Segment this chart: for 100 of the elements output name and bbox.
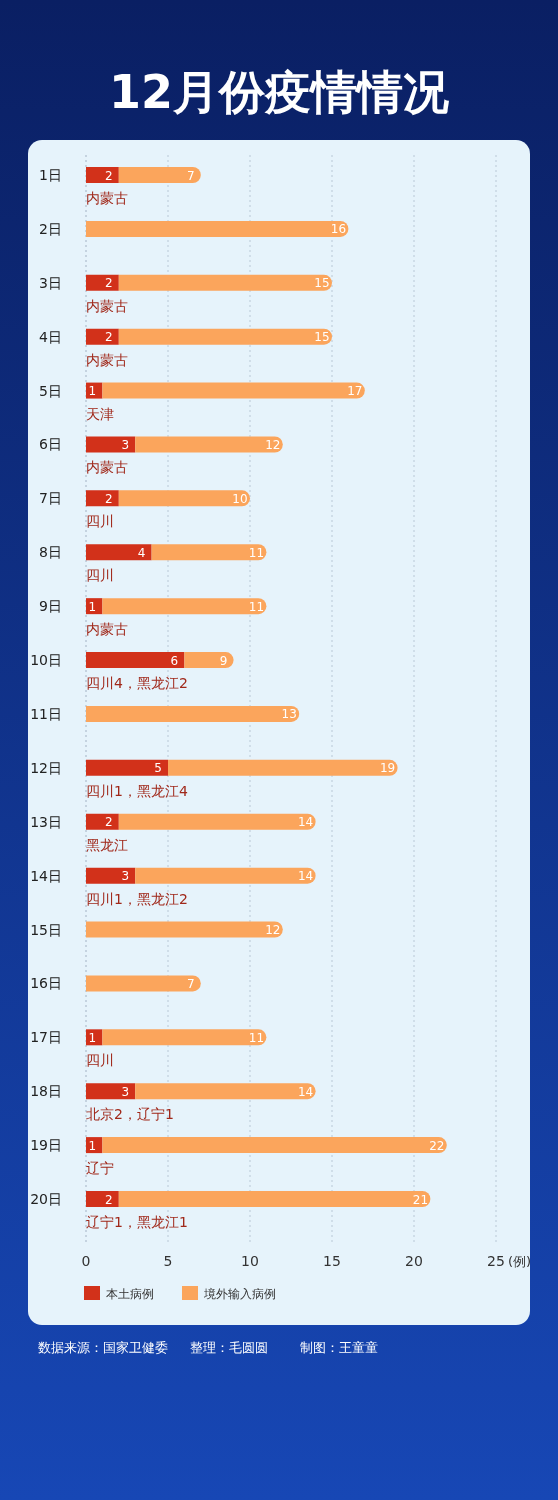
data-label: 3 bbox=[121, 1084, 130, 1099]
total-label: 16 bbox=[330, 222, 347, 237]
total-label: 12 bbox=[265, 923, 281, 938]
source-note: 数据来源：国家卫健委 bbox=[38, 1340, 168, 1355]
bar bbox=[135, 436, 283, 453]
bar bbox=[102, 598, 267, 615]
x-tick-label: 25 bbox=[487, 1253, 505, 1269]
annotation: 辽宁 bbox=[86, 1160, 114, 1177]
total-label: 15 bbox=[314, 276, 330, 291]
y-tick-label: 2日 bbox=[39, 220, 62, 237]
total-label: 7 bbox=[186, 168, 195, 183]
chart-title: 12月份疫情情况 bbox=[108, 65, 450, 119]
bar bbox=[102, 1029, 267, 1046]
annotation: 四川1，黑龙江2 bbox=[86, 890, 188, 907]
bar bbox=[135, 1083, 316, 1100]
y-tick-label: 16日 bbox=[30, 975, 62, 992]
total-label: 14 bbox=[297, 869, 314, 884]
annotation: 四川 bbox=[86, 567, 114, 584]
bar bbox=[86, 975, 201, 992]
y-tick-label: 15日 bbox=[30, 921, 62, 938]
legend-label: 本土病例 bbox=[106, 1287, 154, 1301]
bar bbox=[86, 705, 300, 722]
data-label: 6 bbox=[170, 653, 179, 668]
bar bbox=[86, 1083, 136, 1100]
y-tick-label: 7日 bbox=[39, 490, 62, 507]
total-label: 7 bbox=[186, 976, 195, 991]
total-label: 10 bbox=[232, 491, 248, 506]
bar bbox=[135, 867, 316, 884]
bar bbox=[86, 328, 119, 345]
bar bbox=[118, 490, 250, 507]
bar bbox=[184, 652, 234, 669]
bar bbox=[86, 867, 136, 884]
bar bbox=[86, 436, 136, 453]
y-tick-label: 13日 bbox=[30, 813, 62, 830]
data-label: 1 bbox=[88, 384, 97, 399]
text: 整理：毛圆圆 bbox=[190, 1340, 268, 1355]
y-tick-label: 10日 bbox=[30, 652, 62, 669]
data-label: 3 bbox=[121, 437, 130, 452]
y-tick-label: 14日 bbox=[30, 867, 62, 884]
data-label: 1 bbox=[88, 1030, 97, 1045]
annotation: 内蒙古 bbox=[86, 621, 128, 638]
y-tick-label: 17日 bbox=[30, 1029, 62, 1046]
total-label: 22 bbox=[429, 1138, 445, 1153]
y-tick-label: 20日 bbox=[30, 1191, 62, 1207]
total-label: 12 bbox=[265, 437, 281, 452]
y-tick-label: 19日 bbox=[30, 1137, 62, 1154]
bar bbox=[86, 759, 168, 776]
x-tick-label: 0 bbox=[81, 1253, 91, 1269]
y-tick-label: 1日 bbox=[39, 167, 62, 183]
bar bbox=[86, 544, 152, 561]
bar bbox=[86, 274, 119, 291]
total-label: 11 bbox=[248, 1030, 265, 1045]
total-label: 11 bbox=[248, 599, 265, 614]
bar bbox=[118, 328, 332, 345]
y-tick-label: 3日 bbox=[39, 274, 62, 291]
total-label: 13 bbox=[281, 707, 297, 722]
total-label: 11 bbox=[248, 545, 265, 560]
data-label: 4 bbox=[137, 545, 146, 560]
bar bbox=[168, 759, 398, 776]
x-tick-label: 20 bbox=[405, 1253, 423, 1269]
x-tick-label: 10 bbox=[241, 1253, 259, 1269]
y-tick-label: 12日 bbox=[30, 759, 62, 776]
x-tick-label: 5 bbox=[163, 1253, 173, 1269]
total-label: 21 bbox=[412, 1192, 429, 1207]
bar bbox=[151, 544, 267, 561]
annotation: 四川 bbox=[86, 513, 114, 530]
annotation: 内蒙古 bbox=[86, 190, 128, 206]
y-tick-label: 11日 bbox=[30, 705, 62, 722]
data-label: 2 bbox=[104, 330, 113, 345]
data-label: 2 bbox=[104, 491, 113, 506]
x-tick-label: 15 bbox=[323, 1253, 341, 1269]
legend-label: 境外输入病例 bbox=[203, 1287, 276, 1301]
bar bbox=[118, 1191, 431, 1207]
annotation: 北京2，辽宁1 bbox=[86, 1106, 174, 1123]
bar bbox=[86, 490, 119, 507]
y-tick-label: 5日 bbox=[39, 382, 62, 399]
bar bbox=[86, 652, 185, 669]
annotation: 辽宁1，黑龙江1 bbox=[86, 1214, 188, 1230]
bar bbox=[86, 921, 283, 938]
y-tick-label: 8日 bbox=[39, 544, 62, 561]
bar bbox=[86, 813, 119, 830]
bar bbox=[118, 167, 201, 183]
data-label: 1 bbox=[88, 599, 97, 614]
data-label: 3 bbox=[121, 869, 130, 884]
annotation: 四川4，黑龙江2 bbox=[86, 675, 188, 692]
annotation: 内蒙古 bbox=[86, 351, 128, 368]
total-label: 17 bbox=[347, 384, 363, 399]
annotation: 内蒙古 bbox=[86, 459, 128, 476]
bar bbox=[102, 382, 365, 399]
annotation: 四川1，黑龙江4 bbox=[86, 782, 188, 799]
bar bbox=[118, 274, 332, 291]
total-label: 9 bbox=[219, 653, 228, 668]
total-label: 14 bbox=[297, 1084, 314, 1099]
total-label: 14 bbox=[297, 815, 314, 830]
data-label: 1 bbox=[88, 1138, 97, 1153]
annotation: 黑龙江 bbox=[86, 836, 128, 853]
bar bbox=[86, 1191, 119, 1207]
y-tick-label: 4日 bbox=[39, 328, 62, 345]
text: 制图：王童童 bbox=[300, 1340, 378, 1355]
data-label: 2 bbox=[104, 276, 113, 291]
